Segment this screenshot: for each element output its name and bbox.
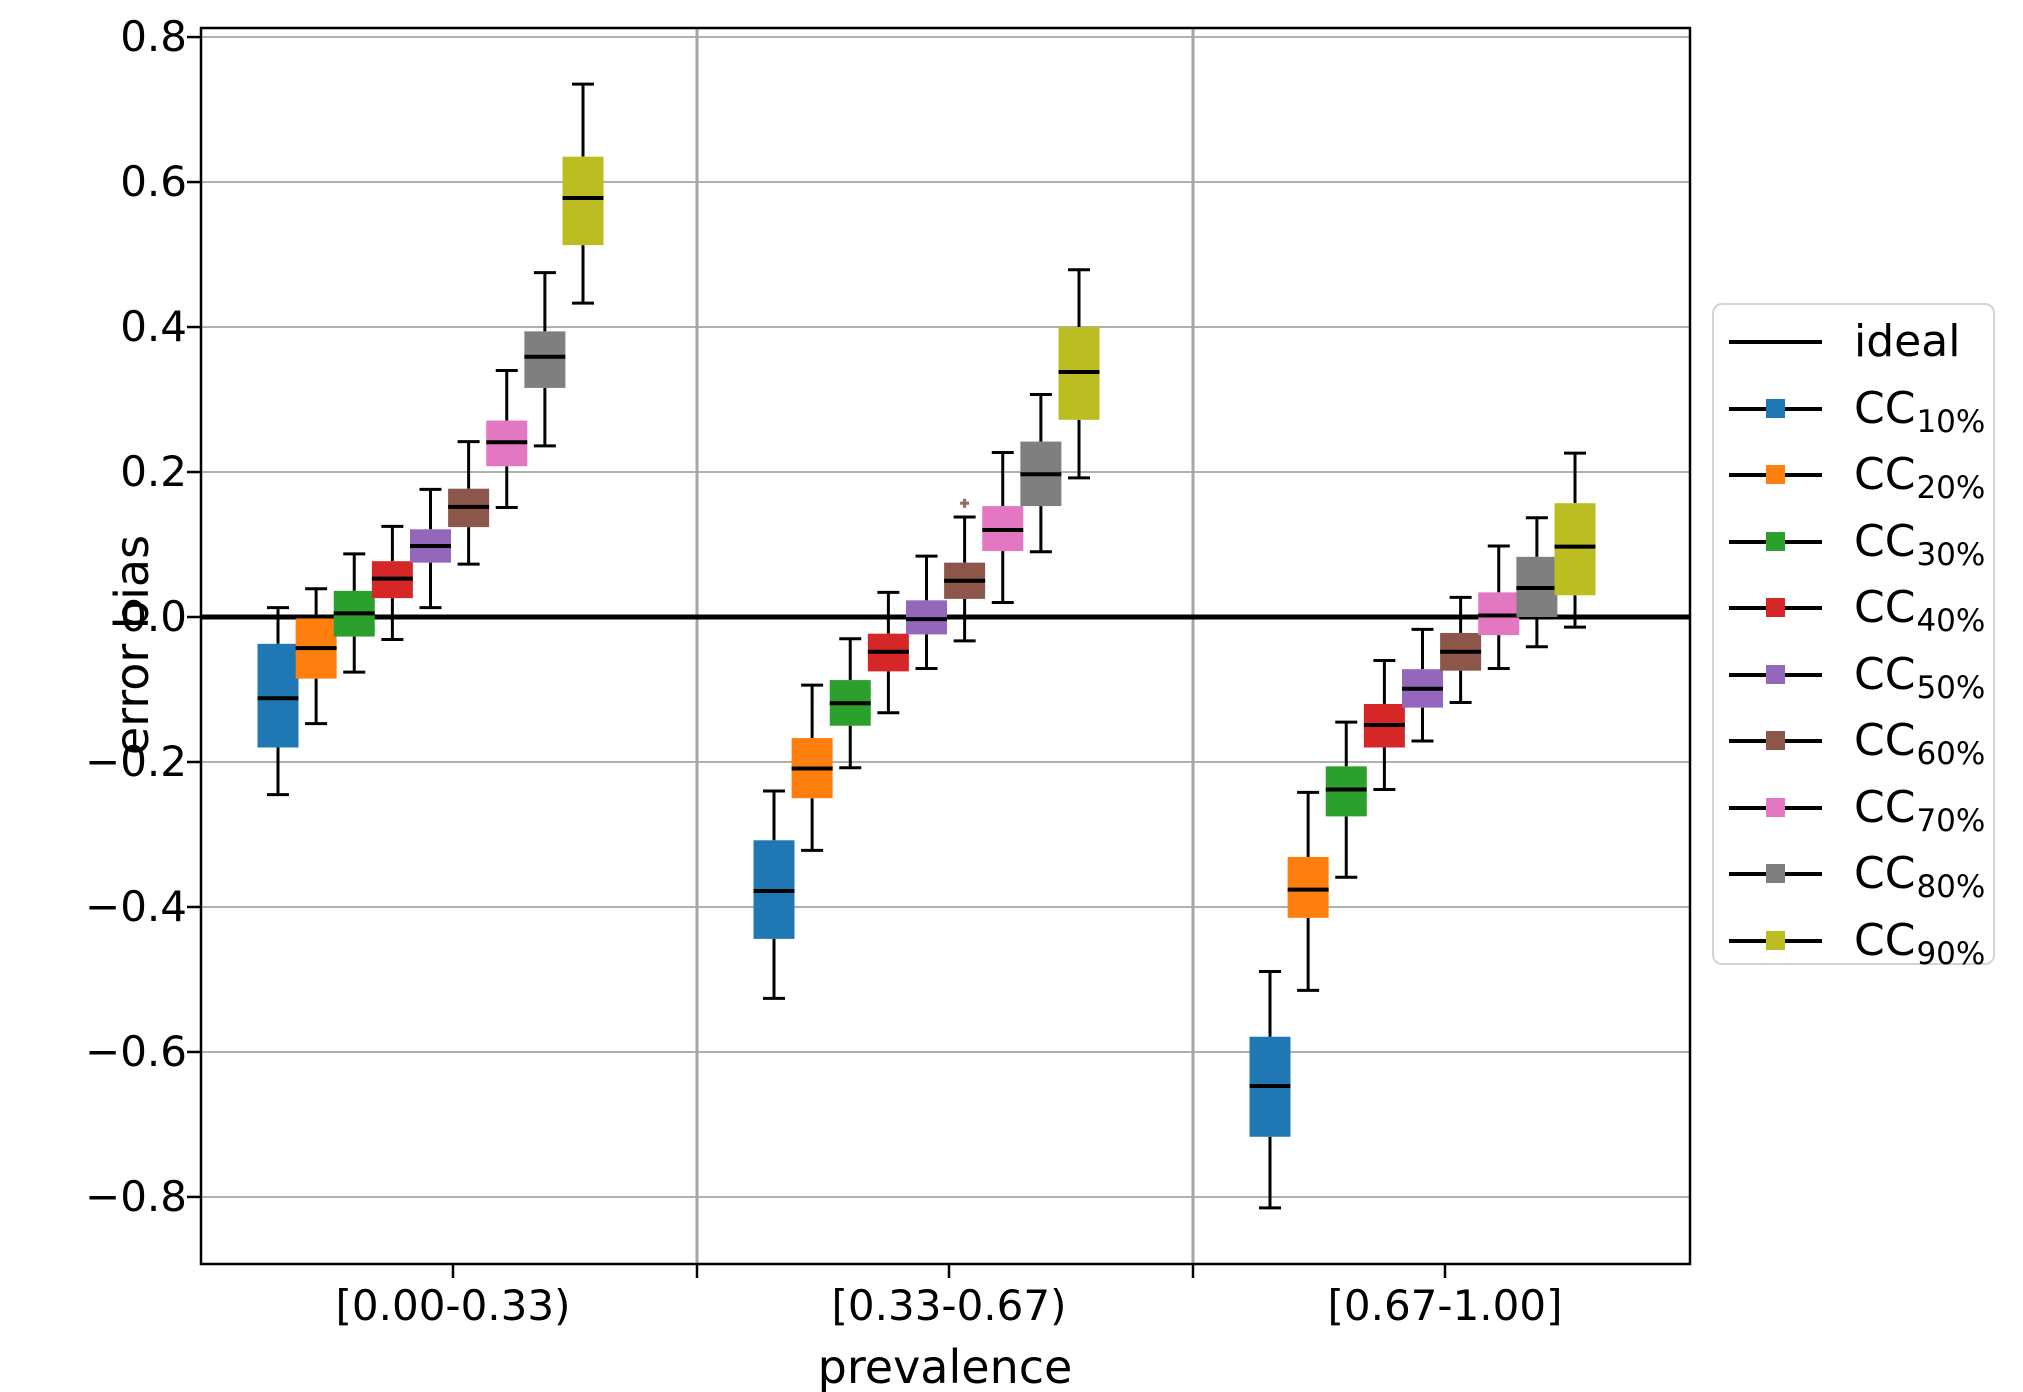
- legend: ideal CC10% CC20% CC30% CC40% CC50% CC60% CC70%…: [1712, 303, 1995, 969]
- legend-label-text: CC: [1854, 781, 1916, 833]
- legend-label: CC10%: [1854, 386, 1985, 437]
- legend-color-swatch: [1766, 930, 1785, 950]
- x-tick-label: [0.33-0.67): [831, 1281, 1067, 1330]
- legend-label-text: CC: [1854, 582, 1916, 633]
- legend-color-swatch: [1766, 731, 1785, 750]
- y-tick-label: −0.2: [85, 736, 187, 786]
- legend-label-subscript: 70%: [1916, 802, 1986, 839]
- flier-marker: [960, 498, 970, 508]
- legend-label: CC50%: [1854, 652, 1985, 703]
- legend-color-swatch: [1766, 797, 1785, 817]
- legend-label-subscript: 40%: [1916, 603, 1986, 639]
- box-CC10%-group1: [257, 643, 299, 748]
- legend-label: CC90%: [1854, 918, 1985, 969]
- legend-label-text: CC: [1854, 914, 1916, 966]
- legend-label-text: ideal: [1854, 316, 1961, 367]
- y-tick-label: −0.8: [85, 1171, 187, 1221]
- legend-label-text: CC: [1854, 848, 1916, 899]
- legend-label: ideal: [1854, 320, 1960, 364]
- legend-color-swatch: [1766, 531, 1785, 551]
- y-tick-label: −0.4: [85, 881, 187, 931]
- legend-color-swatch: [1766, 664, 1785, 684]
- legend-label: CC60%: [1854, 719, 1985, 770]
- y-tick-label: 0.4: [120, 302, 187, 352]
- legend-label-subscript: 10%: [1916, 403, 1986, 440]
- x-axis-label: prevalence: [817, 1340, 1073, 1392]
- box-CC20%-group3: [1287, 856, 1329, 918]
- legend-label-subscript: 90%: [1916, 935, 1986, 972]
- legend-label-text: CC: [1854, 382, 1916, 434]
- legend-label-subscript: 30%: [1916, 536, 1986, 573]
- legend-label-subscript: 80%: [1916, 869, 1986, 905]
- legend-label: CC70%: [1854, 785, 1985, 836]
- y-tick-label: −0.6: [85, 1026, 187, 1076]
- y-axis-label: error bias: [105, 534, 160, 756]
- legend-label: CC30%: [1854, 519, 1985, 570]
- y-tick-label: 0.6: [120, 157, 187, 207]
- legend-color-swatch: [1766, 864, 1785, 883]
- legend-label-text: CC: [1854, 449, 1916, 500]
- legend-label: CC40%: [1854, 586, 1985, 637]
- box-CC80%-group1: [524, 331, 566, 388]
- legend-label-subscript: 50%: [1916, 669, 1986, 706]
- legend-color-swatch: [1766, 465, 1785, 484]
- y-tick-label: 0.8: [120, 12, 187, 62]
- legend-label: CC80%: [1854, 852, 1985, 903]
- legend-label-text: CC: [1854, 515, 1916, 567]
- y-tick-label: 0.0: [120, 592, 187, 641]
- plot-frame: [199, 26, 1692, 1266]
- legend-color-swatch: [1766, 398, 1785, 418]
- legend-label-text: CC: [1854, 715, 1916, 766]
- box-CC90%-group1: [562, 156, 604, 246]
- x-tick-label: [0.67-1.00]: [1327, 1281, 1563, 1330]
- legend-handle-line: [1729, 340, 1822, 344]
- y-tick-label: 0.2: [120, 447, 187, 497]
- legend-color-swatch: [1766, 598, 1785, 617]
- box-CC90%-group3: [1554, 503, 1596, 596]
- legend-label-text: CC: [1854, 648, 1916, 700]
- legend-label-subscript: 20%: [1916, 470, 1986, 506]
- legend-label: CC20%: [1854, 453, 1985, 504]
- legend-label-subscript: 60%: [1916, 736, 1986, 772]
- x-tick-label: [0.00-0.33): [335, 1281, 571, 1330]
